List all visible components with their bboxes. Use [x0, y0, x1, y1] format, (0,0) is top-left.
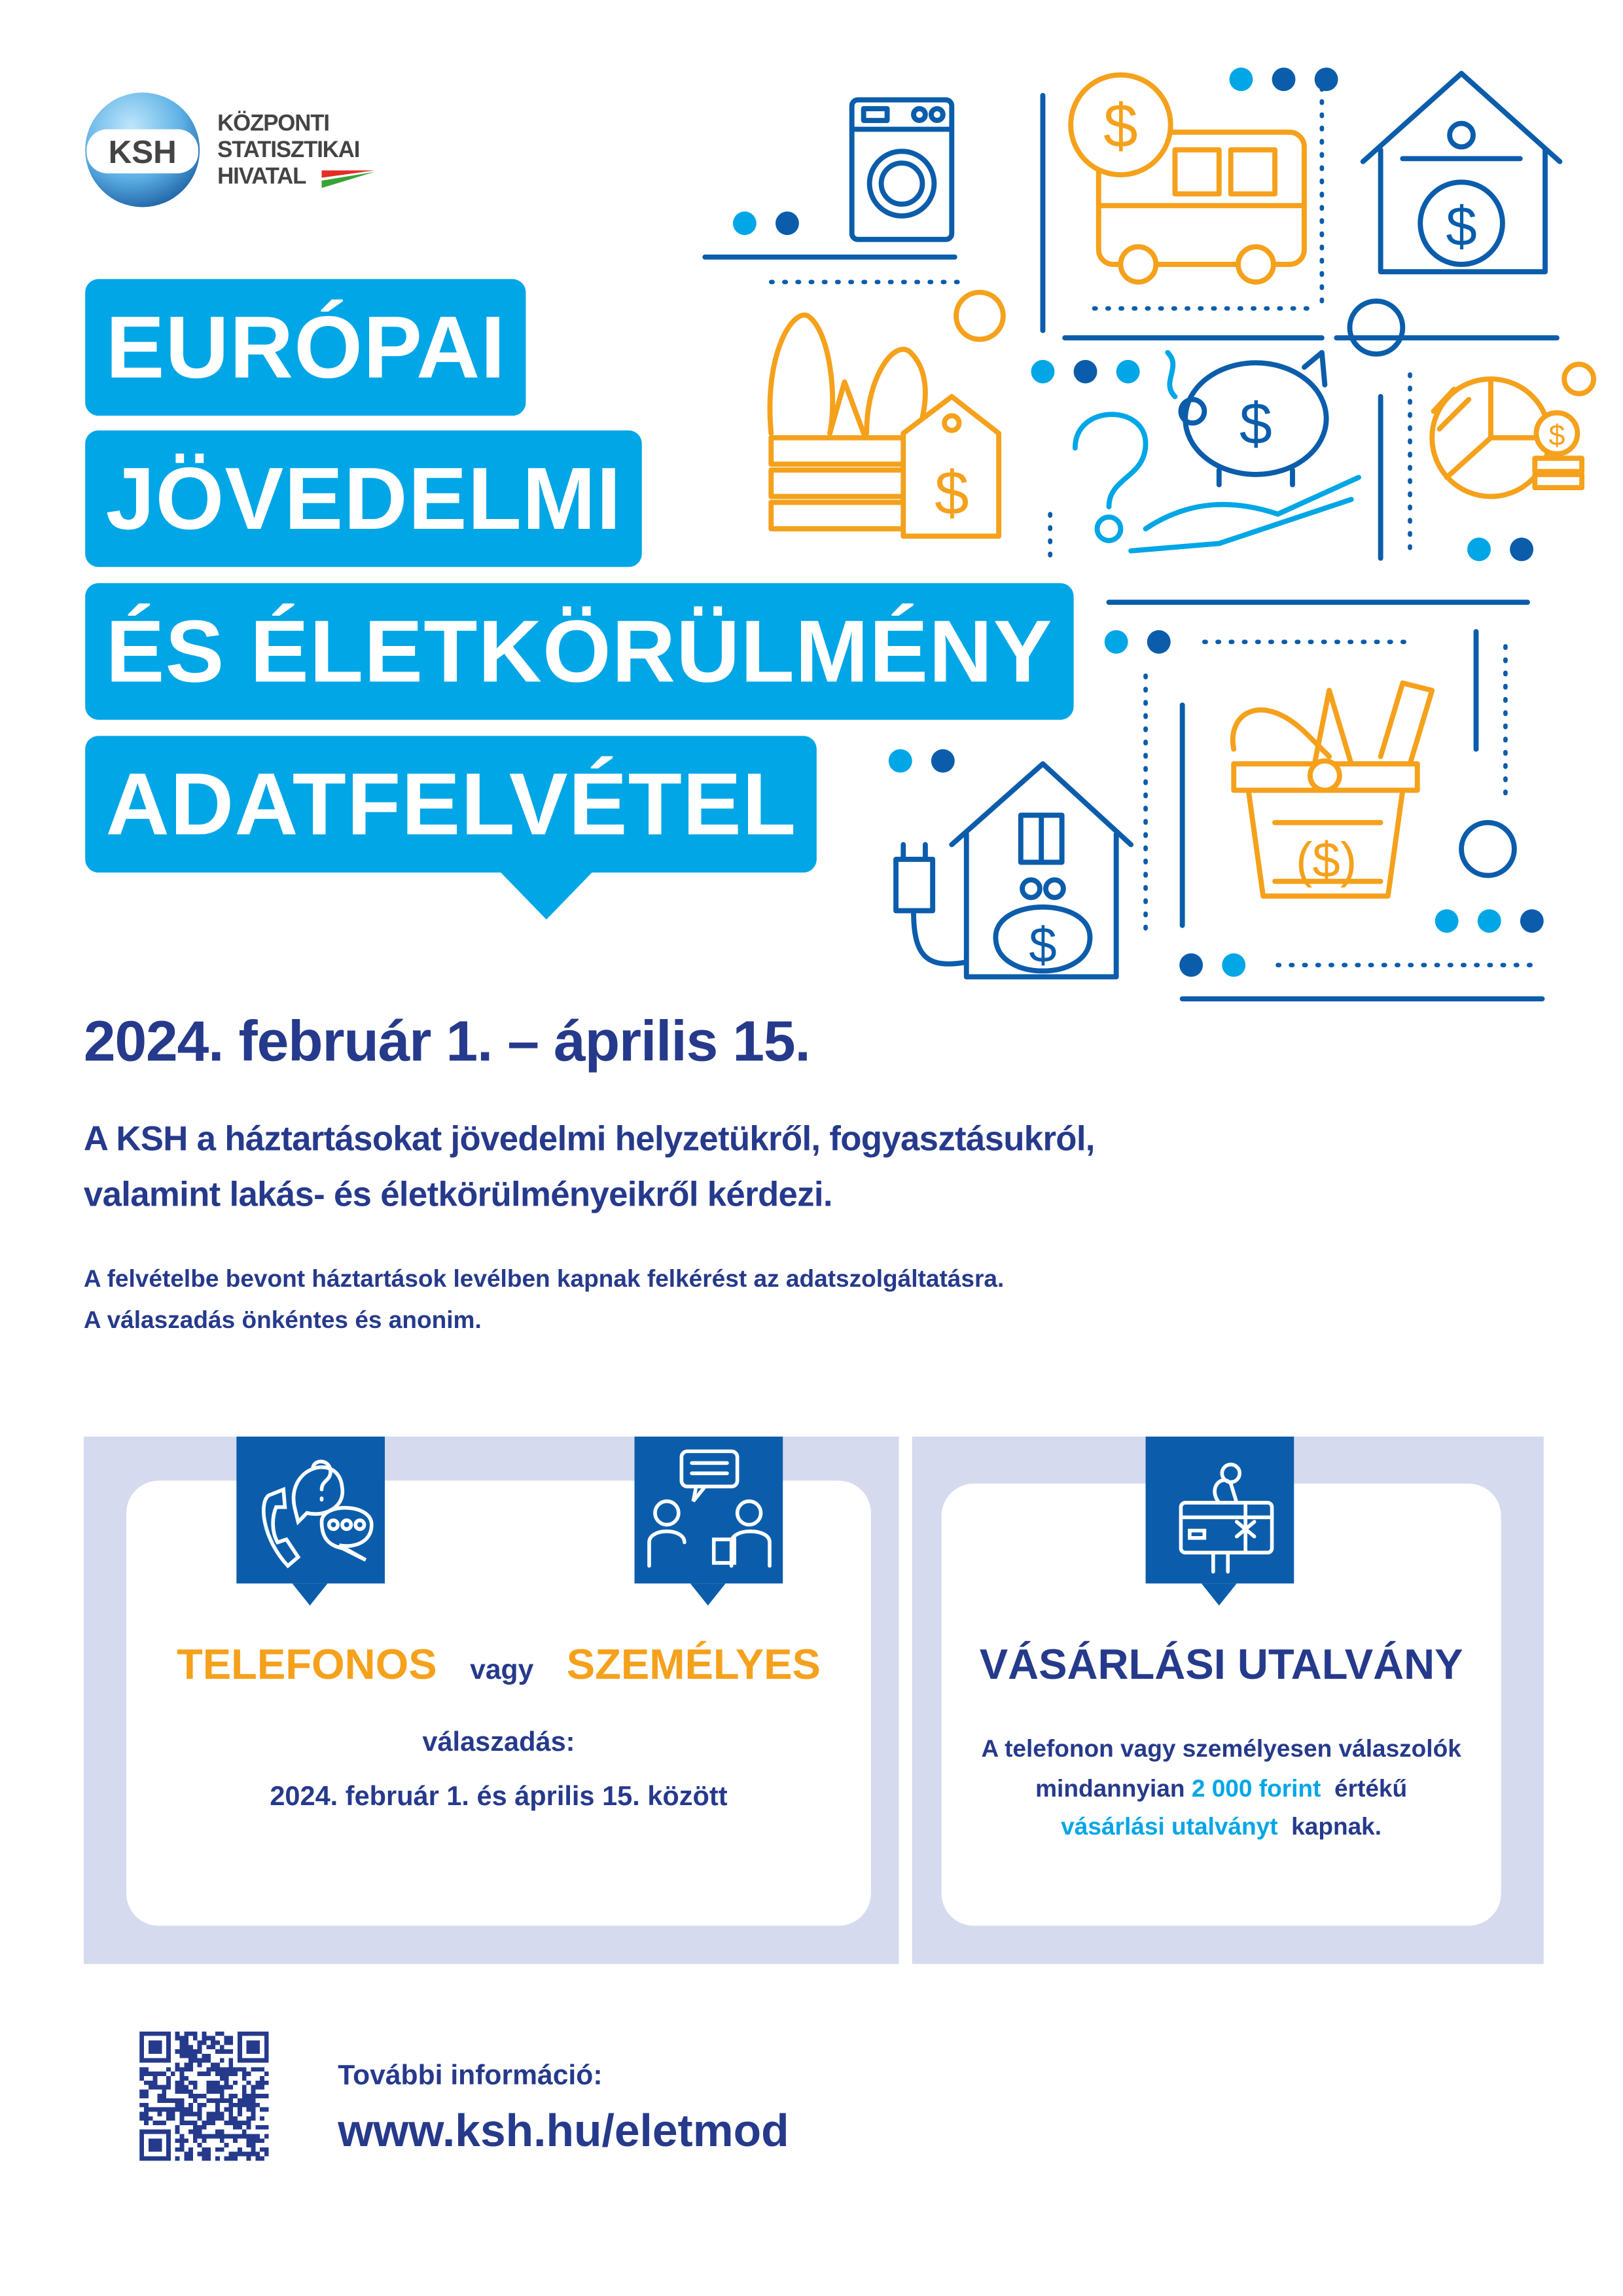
- info-url-link[interactable]: www.ksh.hu/eletmod: [338, 2105, 789, 2157]
- svg-text:$: $: [1446, 196, 1476, 258]
- response-modes: TELEFONOS vagy SZEMÉLYES: [126, 1642, 871, 1691]
- shopping-basket-icon: ($): [1230, 680, 1435, 899]
- phone-mode-label: TELEFONOS: [176, 1642, 437, 1689]
- note-line: A válaszadás önkéntes és anonim.: [83, 1307, 482, 1334]
- title-line: EURÓPAI: [85, 279, 527, 416]
- voucher-line: vásárlási utalványt kapnak.: [942, 1808, 1501, 1847]
- pie-chart-with-coins-icon: $: [1429, 376, 1585, 499]
- question-mark-icon: [1072, 412, 1149, 543]
- svg-text:$: $: [1240, 391, 1272, 457]
- personal-mode-label: SZEMÉLYES: [566, 1642, 821, 1689]
- phone-tab: [236, 1436, 385, 1606]
- svg-text:($): ($): [1296, 833, 1357, 888]
- more-info-label: További információ:: [338, 2060, 603, 2092]
- house-with-plug-and-purse-icon: $: [893, 761, 1134, 980]
- phone-question-icon: [262, 1460, 374, 1569]
- voucher-text: értékű: [1334, 1775, 1408, 1802]
- speech-pointer: [499, 870, 594, 920]
- voucher-title: VÁSÁRLÁSI UTALVÁNY: [979, 1642, 1463, 1689]
- voucher-text: mindannyian: [1035, 1775, 1185, 1802]
- ksh-logo: KSH KÖZPONTI STATISZTIKAI HIVATAL: [84, 91, 378, 211]
- hungarian-flag-stripe-icon: [321, 170, 375, 188]
- svg-text:$: $: [935, 459, 969, 528]
- title-line: ADATFELVÉTEL: [85, 736, 817, 873]
- house-with-dollar-icon: $: [1360, 71, 1563, 275]
- piggy-bank-on-hand-icon: $: [1128, 350, 1361, 554]
- voucher-highlight: vásárlási utalványt: [1061, 1814, 1278, 1841]
- logo-line: HIVATAL: [217, 164, 306, 190]
- title-line: JÖVEDELMI: [85, 430, 643, 567]
- svg-text:$: $: [1029, 918, 1056, 973]
- interview-people-icon: [647, 1449, 772, 1568]
- lead-paragraph: A KSH a háztartásokat jövedelmi helyzetü…: [83, 1111, 1096, 1223]
- lead-line: A KSH a háztartásokat jövedelmi helyzetü…: [83, 1119, 1096, 1158]
- response-label: válaszadás:: [422, 1726, 575, 1757]
- logo-line: KÖZPONTI: [217, 111, 330, 137]
- gift-card-icon: [1179, 1462, 1274, 1574]
- svg-text:$: $: [1548, 418, 1565, 452]
- groceries-with-price-tag-icon: $: [767, 312, 1002, 539]
- lead-line: valamint lakás- és életkörülményeikről k…: [83, 1175, 833, 1213]
- dots: [732, 67, 1596, 977]
- household-finance-illustration: $ $ $ $ $ $ ($): [702, 67, 1596, 1002]
- response-period: 2024. február 1. és április 15. között: [270, 1780, 728, 1812]
- or-label: vagy: [470, 1655, 534, 1687]
- svg-text:$: $: [1103, 91, 1137, 160]
- note-paragraph: A felvételbe bevont háztartások levélben…: [84, 1259, 1004, 1341]
- voucher-amount: 2 000 forint: [1191, 1775, 1321, 1802]
- dotted-lines: [768, 86, 1537, 967]
- washing-machine-icon: [849, 97, 955, 242]
- logo-line: STATISZTIKAI: [217, 137, 360, 164]
- bus-with-coin-icon: $: [1068, 72, 1307, 285]
- interview-tab: [634, 1436, 783, 1606]
- layout-lines: [702, 92, 1560, 1002]
- voucher-description: A telefonon vagy személyesen válaszolók …: [942, 1731, 1501, 1847]
- ksh-globe-icon: KSH: [85, 92, 200, 207]
- voucher-line: mindannyian 2 000 forint értékű: [942, 1769, 1501, 1808]
- qr-code[interactable]: [139, 2031, 269, 2161]
- voucher-tab: [1145, 1436, 1294, 1606]
- survey-period-heading: 2024. február 1. – április 15.: [83, 1011, 811, 1074]
- voucher-line: A telefonon vagy személyesen válaszolók: [981, 1736, 1461, 1763]
- voucher-text: kapnak.: [1291, 1814, 1382, 1841]
- title-line: ÉS ÉLETKÖRÜLMÉNY: [85, 583, 1073, 720]
- svg-text:KSH: KSH: [109, 134, 177, 170]
- note-line: A felvételbe bevont háztartások levélben…: [83, 1266, 1005, 1293]
